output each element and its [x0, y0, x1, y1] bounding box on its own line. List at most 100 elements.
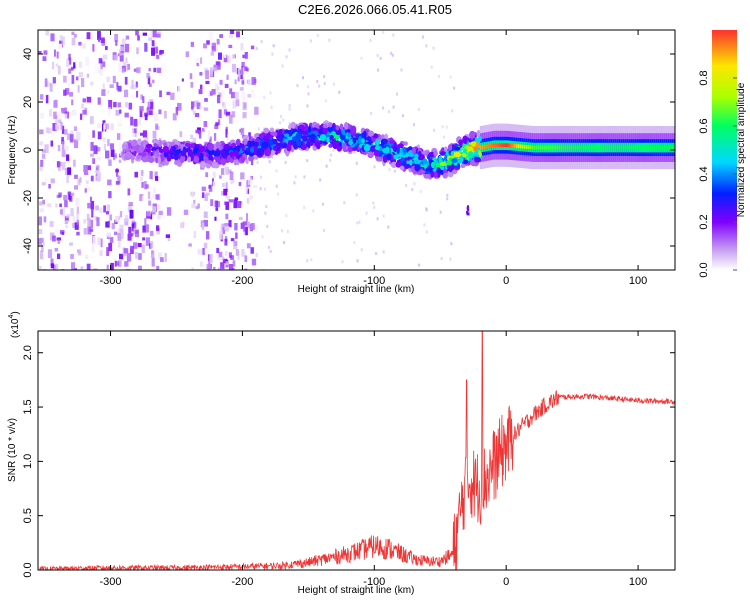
- noise-pixel: [242, 221, 247, 226]
- noise-pixel: [53, 49, 56, 57]
- noise-pixel: [71, 37, 76, 46]
- noise-pixel: [71, 31, 75, 36]
- noise-pixel: [41, 126, 45, 132]
- ridge-blob: [386, 153, 392, 161]
- noise-pixel: [86, 213, 90, 221]
- noise-pixel: [82, 109, 87, 115]
- ridge-core: [525, 145, 528, 149]
- noise-pixel: [150, 171, 154, 180]
- noise-pixel: [69, 92, 73, 97]
- ridge-blob: [266, 146, 271, 154]
- ridge-blob: [220, 149, 226, 157]
- ridge-blob: [347, 146, 353, 153]
- ridge-blob: [281, 143, 288, 149]
- noise-pixel: [226, 137, 230, 142]
- noise-pixel: [140, 177, 143, 182]
- noise-pixel: [355, 161, 358, 165]
- noise-pixel: [66, 58, 70, 67]
- noise-pixel: [270, 105, 273, 109]
- noise-pixel: [206, 40, 210, 45]
- noise-pixel: [244, 66, 248, 71]
- ridge-blob: [309, 133, 316, 139]
- noise-pixel: [156, 54, 160, 59]
- noise-pixel: [135, 30, 139, 36]
- noise-pixel: [156, 265, 160, 270]
- ridge-blob: [403, 141, 408, 146]
- ridge-core: [669, 145, 672, 150]
- noise-pixel: [246, 197, 250, 204]
- noise-pixel: [64, 224, 68, 229]
- noise-pixel: [134, 128, 137, 134]
- noise-pixel: [139, 194, 144, 202]
- ridge-blob: [248, 140, 253, 147]
- noise-pixel: [76, 212, 80, 221]
- noise-pixel: [202, 247, 205, 255]
- noise-pixel: [265, 205, 268, 209]
- noise-pixel: [225, 225, 230, 232]
- ridge-blob: [389, 139, 396, 145]
- noise-pixel: [42, 56, 47, 62]
- ridge-core: [647, 145, 651, 150]
- noise-pixel: [113, 155, 116, 161]
- noise-pixel: [68, 68, 72, 74]
- noise-pixel: [97, 237, 101, 245]
- noise-pixel: [61, 269, 65, 270]
- ridge-core: [549, 145, 552, 150]
- noise-pixel: [255, 47, 258, 51]
- ridge-blob: [409, 159, 413, 166]
- noise-pixel: [124, 102, 128, 108]
- ridge-blob: [207, 143, 215, 151]
- ridge-blob: [418, 169, 426, 174]
- noise-pixel: [147, 101, 151, 107]
- noise-pixel: [283, 241, 286, 245]
- noise-pixel: [244, 255, 248, 263]
- ridge-core: [661, 145, 665, 150]
- ridge-blob: [347, 132, 352, 138]
- ridge-blob: [245, 158, 249, 165]
- noise-pixel: [240, 42, 244, 51]
- noise-pixel: [141, 170, 144, 177]
- noise-pixel: [69, 193, 73, 202]
- noise-pixel: [228, 252, 232, 258]
- noise-pixel: [235, 119, 239, 124]
- ridge-core: [659, 145, 663, 150]
- noise-pixel: [432, 46, 435, 50]
- noise-pixel: [214, 44, 218, 52]
- noise-pixel: [279, 114, 282, 118]
- ridge-blob: [476, 129, 481, 138]
- noise-pixel: [177, 102, 182, 111]
- noise-pixel: [425, 230, 428, 234]
- noise-pixel: [277, 192, 280, 196]
- noise-pixel: [227, 169, 232, 174]
- noise-pixel: [425, 44, 428, 48]
- noise-pixel: [450, 242, 453, 246]
- noise-pixel: [387, 225, 390, 229]
- noise-pixel: [215, 61, 220, 66]
- noise-pixel: [225, 111, 231, 116]
- noise-pixel: [203, 43, 208, 49]
- noise-pixel: [76, 131, 81, 141]
- noise-pixel: [138, 253, 142, 260]
- noise-pixel: [164, 253, 167, 262]
- noise-pixel: [61, 140, 65, 145]
- noise-pixel: [439, 210, 442, 214]
- noise-pixel: [266, 224, 269, 228]
- ridge-blob: [365, 136, 371, 141]
- ridge-blob: [469, 130, 476, 139]
- noise-pixel: [253, 184, 258, 189]
- noise-pixel: [93, 268, 98, 270]
- noise-pixel: [170, 92, 175, 100]
- noise-pixel: [355, 193, 358, 197]
- noise-pixel: [124, 218, 129, 226]
- ridge-blob: [127, 142, 132, 148]
- noise-pixel: [382, 250, 385, 254]
- noise-pixel: [275, 169, 278, 173]
- ridge-blob: [187, 156, 192, 163]
- noise-pixel: [40, 159, 44, 167]
- ridge-blob: [212, 143, 217, 151]
- noise-pixel: [286, 229, 289, 233]
- noise-pixel: [372, 201, 375, 205]
- noise-pixel: [440, 256, 443, 260]
- ridge-core: [513, 143, 516, 148]
- ridge-core: [560, 145, 564, 150]
